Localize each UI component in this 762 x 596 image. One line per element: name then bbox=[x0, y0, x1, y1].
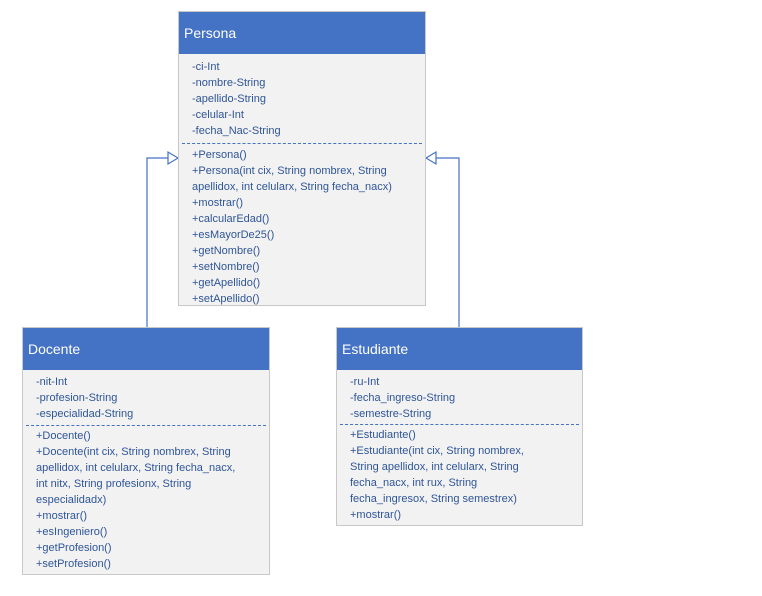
method: +esIngeniero() bbox=[36, 526, 108, 538]
attribute: -nit-Int bbox=[36, 376, 68, 388]
method: +calcularEdad() bbox=[192, 213, 270, 225]
class-estudiante-header: Estudiante bbox=[337, 328, 582, 370]
class-persona-header: Persona bbox=[179, 12, 425, 54]
method: +setNombre() bbox=[192, 261, 260, 273]
class-docente[interactable]: Docente -nit-Int -profesion-String -espe… bbox=[22, 327, 270, 575]
class-docente-header: Docente bbox=[23, 328, 269, 370]
method: +getProfesion() bbox=[36, 542, 112, 554]
class-estudiante-name: Estudiante bbox=[342, 341, 409, 357]
method: +mostrar() bbox=[350, 509, 402, 521]
method: +Estudiante(int cix, String nombrex, bbox=[350, 445, 524, 457]
method: +Docente(int cix, String nombrex, String bbox=[36, 446, 231, 458]
method: +setProfesion() bbox=[36, 558, 111, 570]
attribute: -fecha_ingreso-String bbox=[350, 392, 456, 404]
class-persona-methods: +Persona() +Persona(int cix, String nomb… bbox=[179, 144, 425, 311]
class-persona-name: Persona bbox=[184, 25, 237, 41]
attribute: -especialidad-String bbox=[36, 408, 134, 420]
method: +Persona() bbox=[192, 149, 247, 161]
method: apellidox, int celularx, String fecha_na… bbox=[192, 181, 392, 193]
class-docente-methods: +Docente() +Docente(int cix, String nomb… bbox=[23, 426, 269, 576]
estudiante-inheritance-line bbox=[436, 157, 460, 327]
method: especialidadx) bbox=[36, 494, 107, 506]
class-persona-divider bbox=[182, 143, 422, 144]
attribute: -profesion-String bbox=[36, 392, 118, 404]
attribute: -ci-Int bbox=[192, 61, 220, 73]
attribute: -fecha_Nac-String bbox=[192, 125, 281, 137]
class-estudiante-divider bbox=[340, 424, 579, 425]
method: +setApellido() bbox=[192, 293, 260, 305]
method: int nitx, String profesionx, String bbox=[36, 478, 192, 490]
class-docente-divider bbox=[26, 425, 266, 426]
attribute: -nombre-String bbox=[192, 77, 266, 89]
class-persona[interactable]: Persona -ci-Int -nombre-String -apellido… bbox=[178, 11, 426, 306]
class-estudiante-methods: +Estudiante() +Estudiante(int cix, Strin… bbox=[337, 425, 582, 527]
method: fecha_ingresox, String semestrex) bbox=[350, 493, 517, 505]
method: +getNombre() bbox=[192, 245, 261, 257]
class-docente-name: Docente bbox=[28, 341, 81, 357]
method: String apellidox, int celularx, String bbox=[350, 461, 519, 473]
method: +Docente() bbox=[36, 430, 91, 442]
class-docente-attributes: -nit-Int -profesion-String -especialidad… bbox=[23, 370, 269, 425]
class-estudiante[interactable]: Estudiante -ru-Int -fecha_ingreso-String… bbox=[336, 327, 583, 526]
attribute: -celular-Int bbox=[192, 109, 244, 121]
method: +Estudiante() bbox=[350, 429, 416, 441]
class-estudiante-attributes: -ru-Int -fecha_ingreso-String -semestre-… bbox=[337, 370, 582, 424]
attribute: -apellido-String bbox=[192, 93, 266, 105]
method: apellidox, int celularx, String fecha_na… bbox=[36, 462, 236, 474]
attribute: -semestre-String bbox=[350, 408, 432, 420]
method: +mostrar() bbox=[36, 510, 88, 522]
docente-generalization-triangle bbox=[167, 150, 180, 166]
method: +getApellido() bbox=[192, 277, 261, 289]
method: fecha_nacx, int rux, String bbox=[350, 477, 478, 489]
method: +mostrar() bbox=[192, 197, 244, 209]
class-persona-attributes: -ci-Int -nombre-String -apellido-String … bbox=[179, 54, 425, 143]
method: +esMayorDe25() bbox=[192, 229, 275, 241]
estudiante-generalization-triangle bbox=[424, 150, 437, 166]
docente-to-persona-line bbox=[146, 157, 170, 167]
method: +Persona(int cix, String nombrex, String bbox=[192, 165, 387, 177]
attribute: -ru-Int bbox=[350, 376, 380, 388]
